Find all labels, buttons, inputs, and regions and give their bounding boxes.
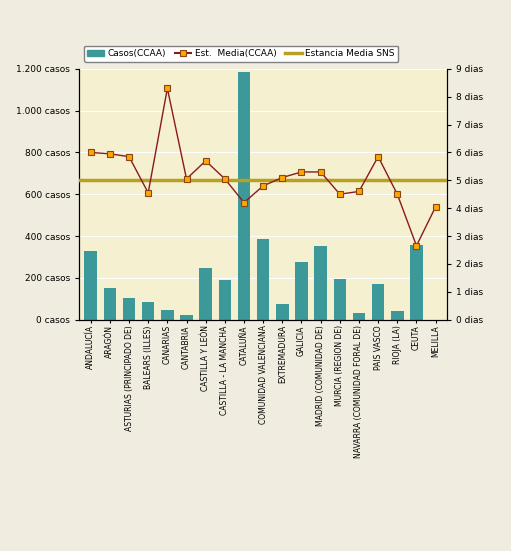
Bar: [295, 262, 308, 320]
Legend: Casos(CCAA), Est.  Media(CCAA), Estancia Media SNS: Casos(CCAA), Est. Media(CCAA), Estancia …: [84, 46, 399, 62]
Bar: [391, 311, 404, 320]
Bar: [142, 302, 154, 320]
Bar: [353, 314, 365, 320]
Bar: [199, 268, 212, 320]
Bar: [180, 315, 193, 320]
Bar: [410, 245, 423, 320]
Bar: [314, 246, 327, 320]
Bar: [334, 279, 346, 320]
Bar: [276, 304, 289, 320]
Bar: [257, 239, 269, 320]
Bar: [123, 298, 135, 320]
Bar: [238, 72, 250, 320]
Bar: [372, 284, 384, 320]
Bar: [84, 251, 97, 320]
Bar: [161, 310, 174, 320]
Bar: [104, 288, 116, 320]
Bar: [219, 280, 231, 320]
